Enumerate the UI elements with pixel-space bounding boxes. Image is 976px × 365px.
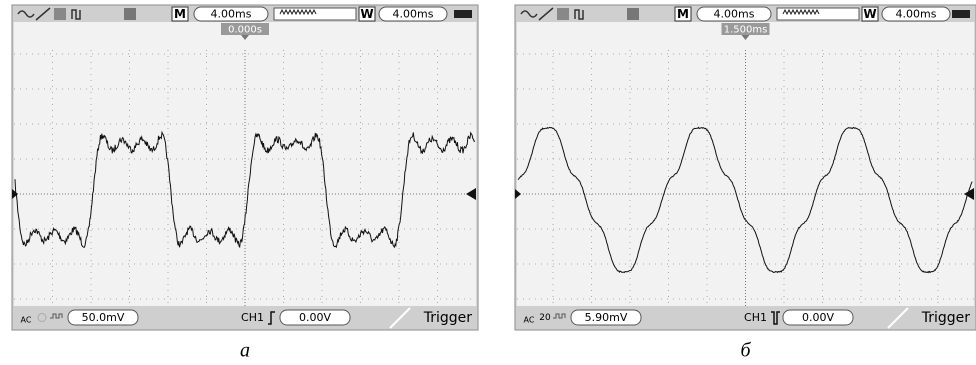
window-label: W <box>863 7 876 21</box>
bandwidth-limit: 20 <box>539 313 551 323</box>
trigger-position: 0.000s <box>228 25 262 36</box>
toolbar-icon <box>557 8 569 20</box>
window-time: 4.00ms <box>393 8 434 21</box>
volts-per-div: 50.0mV <box>82 311 125 324</box>
oscilloscope-screen: M 4.00ms W 4.00ms 1.500ms AC 20 5.90mV CH1 0.00V T… <box>515 5 976 330</box>
timebase-value: 4.00ms <box>211 8 252 21</box>
caption: а <box>240 340 250 362</box>
battery-icon <box>454 10 472 18</box>
coupling: AC <box>21 316 32 325</box>
coupling: AC <box>524 316 535 325</box>
toolbar-icon <box>124 8 136 20</box>
trigger-position: 1.500ms <box>724 25 768 36</box>
oscilloscope-screen: M 4.00ms W 4.00ms 0.000s AC 50.0mV CH1 0.00V Trig… <box>12 5 478 330</box>
mode-label: M <box>174 7 186 21</box>
trigger-level: 0.00V <box>802 311 834 324</box>
timebase-value: 4.00ms <box>714 8 755 21</box>
toolbar-icon <box>627 8 639 20</box>
trigger-source: CH1 <box>241 311 264 324</box>
trigger-source: CH1 <box>744 311 767 324</box>
volts-per-div: 5.90mV <box>585 311 628 324</box>
window-label: W <box>360 7 373 21</box>
toolbar-icon <box>54 8 66 20</box>
trigger-menu: Trigger <box>921 310 971 326</box>
mode-label: M <box>677 7 689 21</box>
figure: M 4.00ms W 4.00ms 0.000s AC 50.0mV CH1 0.00V Trig… <box>0 0 976 365</box>
caption: б <box>740 340 751 362</box>
battery-icon <box>952 10 970 18</box>
trigger-menu: Trigger <box>423 310 473 326</box>
trigger-level: 0.00V <box>299 311 331 324</box>
window-time: 4.00ms <box>896 8 937 21</box>
